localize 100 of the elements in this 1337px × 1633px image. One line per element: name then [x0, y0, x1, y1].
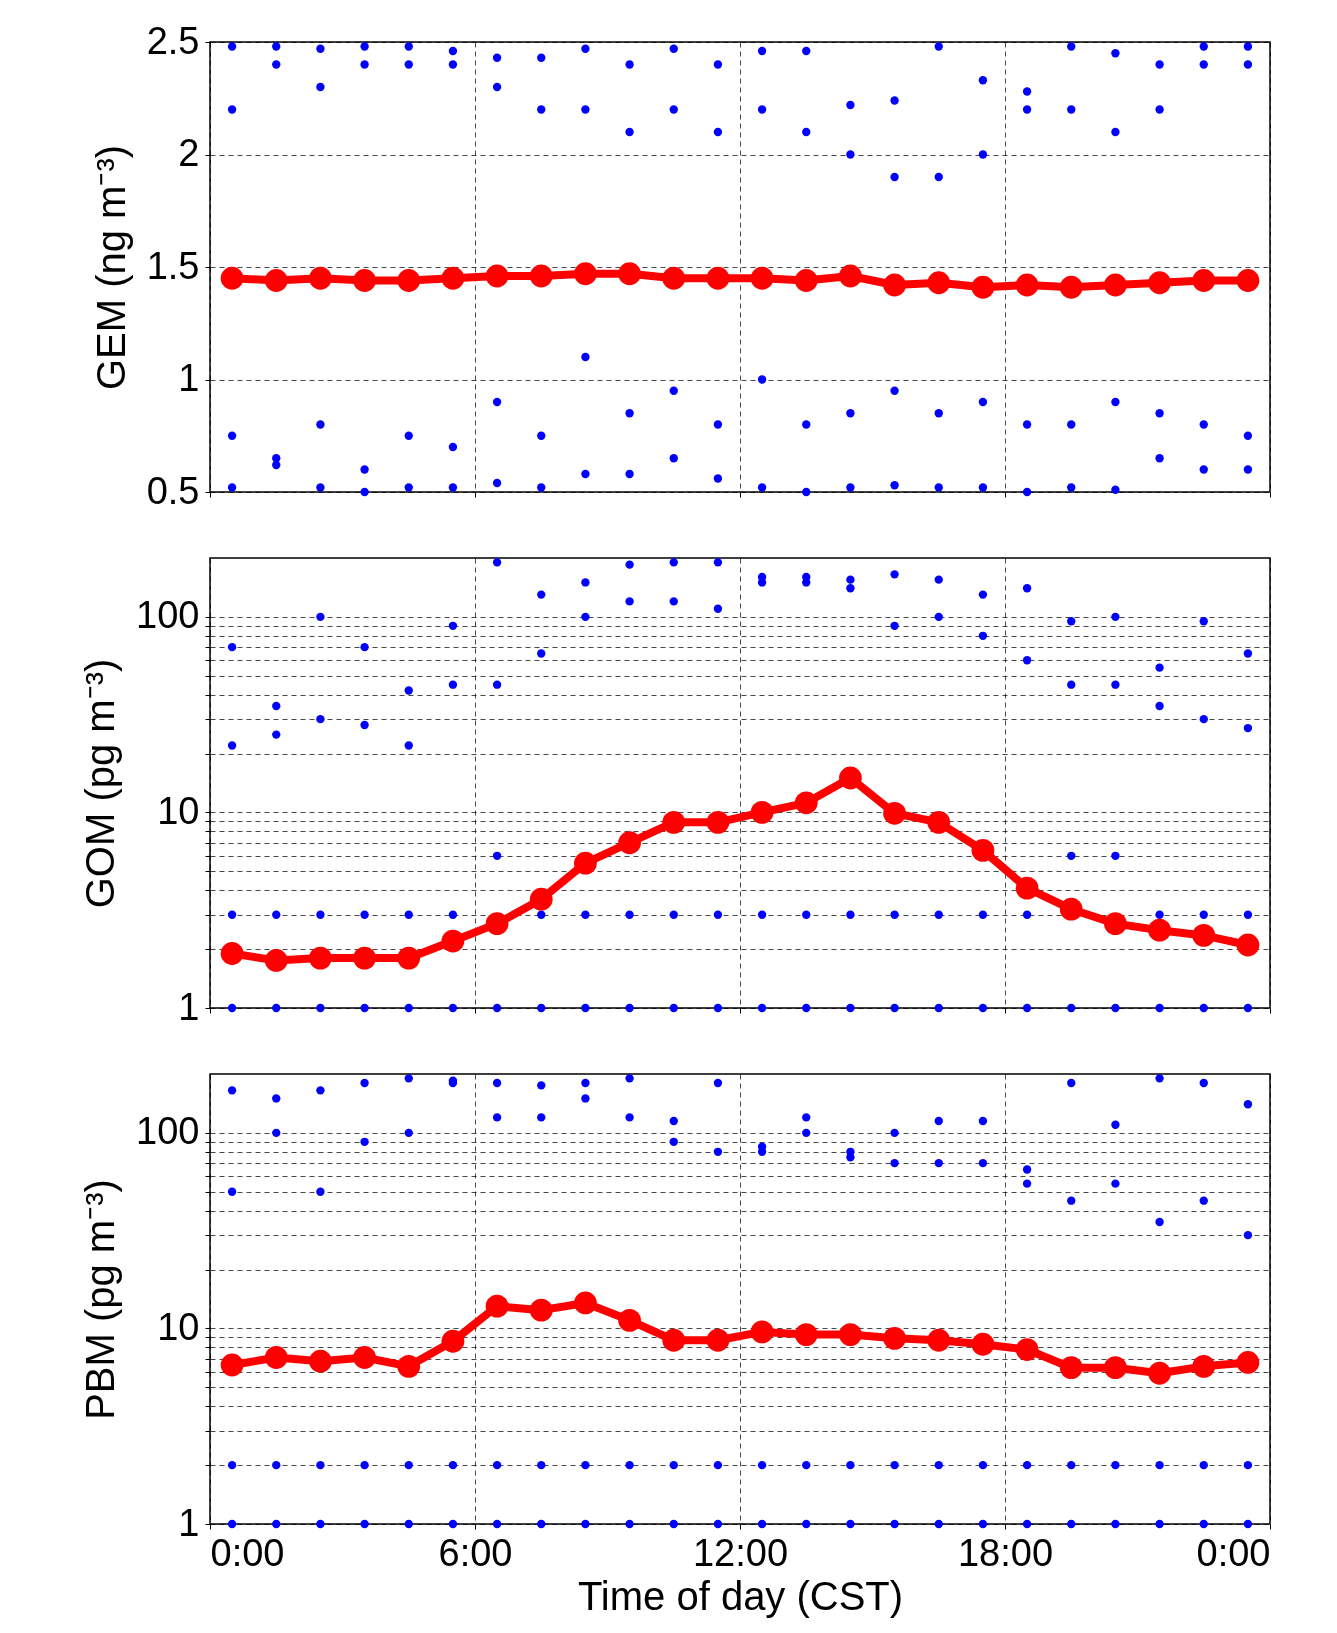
point: [978, 397, 988, 407]
point: [846, 910, 855, 919]
point: [1236, 269, 1260, 292]
point: [757, 1003, 767, 1013]
point: [441, 266, 465, 290]
point: [492, 478, 502, 488]
point: [1022, 656, 1032, 665]
point: [757, 483, 767, 492]
point: [971, 838, 995, 862]
point: [441, 929, 465, 953]
point: [618, 262, 641, 286]
point: [846, 100, 855, 110]
point: [1059, 897, 1083, 921]
y-axis-title: PBM (pg m⁻³): [78, 1179, 123, 1420]
point: [846, 409, 855, 418]
point: [1243, 60, 1253, 69]
point: [713, 604, 723, 613]
point: [537, 649, 546, 658]
point: [1155, 454, 1164, 463]
point: [713, 910, 723, 919]
point: [574, 851, 597, 875]
point: [625, 1003, 634, 1013]
point: [1155, 1003, 1164, 1013]
point: [227, 741, 237, 750]
y-tick-label: 1: [178, 357, 200, 399]
point: [1155, 105, 1164, 114]
point: [978, 590, 988, 599]
point: [1022, 1003, 1032, 1013]
point: [890, 386, 899, 395]
point: [625, 409, 634, 418]
point: [1015, 876, 1039, 900]
point: [529, 887, 553, 911]
point: [485, 264, 509, 288]
point: [713, 60, 723, 69]
point: [581, 105, 590, 114]
point: [1199, 420, 1208, 429]
point: [1067, 851, 1076, 860]
point: [360, 60, 369, 69]
point: [581, 469, 590, 479]
point: [227, 42, 237, 51]
point: [316, 483, 325, 492]
point: [978, 1003, 988, 1013]
point: [1067, 483, 1076, 492]
point: [1059, 275, 1083, 299]
point: [272, 910, 281, 919]
point: [404, 686, 413, 695]
point: [927, 810, 951, 834]
point: [890, 96, 899, 105]
point: [883, 801, 906, 825]
y-tick-label: 0.5: [146, 469, 200, 512]
point: [537, 105, 546, 114]
point: [529, 264, 553, 288]
point: [757, 910, 767, 919]
point: [1199, 60, 1208, 69]
x-tick-label: 12:00: [692, 1531, 789, 1574]
point: [272, 60, 281, 69]
point: [1111, 49, 1120, 58]
point: [492, 397, 502, 407]
point: [448, 680, 458, 689]
point: [934, 172, 943, 182]
point: [316, 714, 325, 724]
point: [227, 1003, 237, 1013]
point: [581, 578, 590, 587]
point: [485, 912, 509, 936]
point: [492, 53, 502, 62]
point: [839, 766, 862, 790]
point: [1067, 420, 1076, 429]
point: [404, 431, 413, 440]
point: [448, 910, 458, 919]
y-tick-label: 1.5: [146, 244, 200, 287]
point: [1067, 105, 1076, 114]
point: [669, 105, 678, 114]
point: [1192, 924, 1216, 947]
point: [846, 483, 855, 492]
point: [1022, 584, 1032, 593]
point: [757, 105, 767, 114]
y-tick-label: 1: [178, 985, 200, 1028]
x-tick-label: 18:00: [957, 1531, 1054, 1574]
point: [1111, 127, 1120, 137]
point: [839, 264, 862, 288]
point: [537, 590, 546, 599]
point: [404, 483, 413, 492]
point: [1111, 485, 1120, 494]
point: [448, 621, 458, 630]
point: [669, 44, 678, 53]
point: [404, 741, 413, 750]
point: [316, 420, 325, 429]
point: [404, 60, 413, 69]
point: [397, 946, 421, 970]
y-tick-label: 100: [136, 1110, 200, 1153]
point: [581, 612, 590, 622]
point: [448, 483, 458, 492]
point: [309, 266, 332, 290]
point: [1199, 465, 1208, 474]
point: [1067, 617, 1076, 626]
point: [1243, 649, 1253, 658]
point: [802, 127, 811, 137]
point: [1104, 273, 1127, 297]
point: [618, 831, 641, 855]
point: [227, 105, 237, 114]
